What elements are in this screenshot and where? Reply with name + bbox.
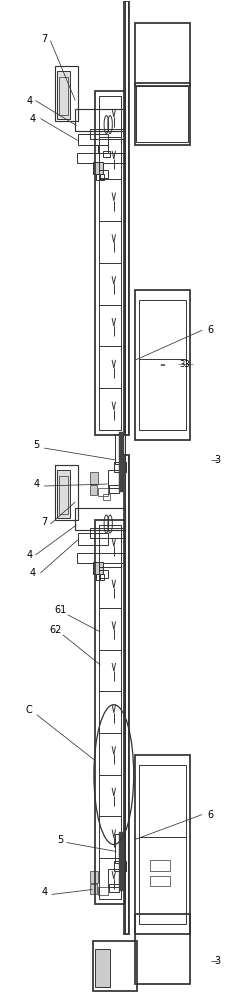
Bar <box>108 869 119 887</box>
Text: 5: 5 <box>57 835 64 845</box>
Bar <box>95 91 125 435</box>
Bar <box>95 520 125 904</box>
Text: 62: 62 <box>49 625 62 635</box>
Bar <box>139 765 186 924</box>
Bar <box>99 525 121 899</box>
Bar <box>99 570 108 578</box>
Text: 6: 6 <box>208 325 214 335</box>
Bar <box>108 470 119 488</box>
Bar <box>135 83 190 145</box>
Bar <box>139 300 186 430</box>
Bar <box>90 472 98 484</box>
Text: 5: 5 <box>34 440 40 450</box>
Bar <box>135 914 190 984</box>
Bar <box>136 86 188 142</box>
Bar <box>93 562 103 574</box>
Bar <box>103 151 110 157</box>
Bar <box>150 876 170 886</box>
Bar <box>150 859 170 871</box>
Bar <box>90 485 97 495</box>
Bar <box>124 1 129 435</box>
Bar <box>103 494 110 500</box>
Bar <box>100 174 104 180</box>
Bar <box>98 887 108 895</box>
Bar <box>109 485 119 493</box>
Text: 7: 7 <box>41 517 47 527</box>
Bar <box>99 96 121 430</box>
Text: 6: 6 <box>208 810 214 820</box>
Bar <box>90 871 98 883</box>
Bar <box>114 462 126 472</box>
Bar <box>75 109 125 131</box>
Bar <box>124 455 129 934</box>
Bar <box>99 170 108 178</box>
Bar <box>90 884 97 894</box>
Text: 4: 4 <box>34 479 40 489</box>
Text: 61: 61 <box>54 605 66 615</box>
Text: 3: 3 <box>214 455 220 465</box>
Bar <box>119 432 124 492</box>
Bar <box>90 129 125 139</box>
Bar <box>98 145 108 153</box>
Bar <box>95 949 110 987</box>
Bar <box>135 290 190 440</box>
Bar <box>135 23 190 86</box>
Bar <box>96 174 100 180</box>
Bar <box>57 470 70 518</box>
Bar <box>75 508 125 530</box>
Text: 4: 4 <box>30 114 36 124</box>
Bar <box>56 66 78 121</box>
Bar <box>76 553 124 563</box>
Bar <box>135 755 190 934</box>
Bar <box>115 834 125 863</box>
Bar <box>90 528 125 538</box>
Text: =: = <box>159 362 165 368</box>
Bar <box>119 832 124 891</box>
Text: 3: 3 <box>214 956 220 966</box>
Bar <box>59 77 68 115</box>
Text: 7: 7 <box>41 34 47 44</box>
Bar <box>109 884 119 892</box>
Bar <box>100 574 104 580</box>
Bar <box>59 476 68 514</box>
Bar <box>93 941 138 991</box>
Bar <box>78 134 108 145</box>
Bar <box>93 162 103 174</box>
Text: 33: 33 <box>179 360 190 369</box>
Bar <box>98 488 108 496</box>
Bar <box>96 574 100 580</box>
Bar <box>78 533 108 545</box>
Bar <box>115 434 125 464</box>
Bar <box>114 861 126 871</box>
Bar <box>57 71 70 119</box>
Bar <box>76 153 124 163</box>
Text: C: C <box>26 705 33 715</box>
Text: 4: 4 <box>26 550 32 560</box>
Text: 4: 4 <box>26 96 32 106</box>
Bar <box>56 465 78 520</box>
Text: 4: 4 <box>30 568 36 578</box>
Text: 4: 4 <box>41 887 47 897</box>
